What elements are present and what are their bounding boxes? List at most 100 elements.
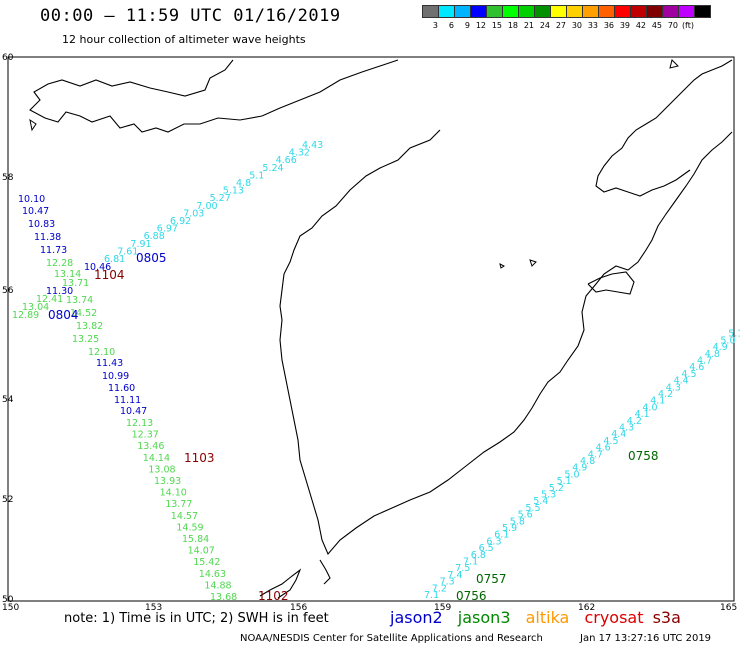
swh-label: 14.52 <box>70 308 97 319</box>
swh-label: 13.82 <box>76 321 103 332</box>
legend-s3a: s3a <box>652 608 681 627</box>
swh-label: 4.2 <box>658 389 673 400</box>
colorbar-label: 15 <box>491 21 502 30</box>
lat-tick: 50 <box>2 595 14 605</box>
swh-label: 6.97 <box>157 224 178 235</box>
swh-label: 4.9 <box>713 342 728 353</box>
swh-label: 5.9 <box>502 523 517 534</box>
swh-label: 5.3 <box>541 490 556 501</box>
swh-label: 5.5 <box>525 503 540 514</box>
swh-label: 5.1 <box>557 476 572 487</box>
swh-label: 6.88 <box>144 231 165 242</box>
colorbar-label: 33 <box>587 21 598 30</box>
swh-label: 7.1 <box>463 557 478 568</box>
swh-label: 5.0 <box>564 469 579 480</box>
swh-label: 4.3 <box>666 382 681 393</box>
swh-label: 13.74 <box>66 295 93 306</box>
swh-label: 7.5 <box>455 563 470 574</box>
colorbar-label: 18 <box>507 21 518 30</box>
swh-label: 7.1 <box>424 590 439 601</box>
colorbar-label: 39 <box>619 21 630 30</box>
swh-label: 10.47 <box>120 406 147 417</box>
pass-time-labels: 0805 1104 0804 1103 1102 0758 0757 0756 <box>48 251 659 603</box>
swh-label: 12.89 <box>12 310 39 321</box>
satellite-legend: jason2 jason3 altika cryosat s3a <box>390 608 691 627</box>
coastline <box>29 59 733 599</box>
colorbar-label: 6 <box>448 21 454 30</box>
swh-label: 4.43 <box>302 140 323 151</box>
swh-label: 13.68 <box>210 592 237 603</box>
swh-label: 13.93 <box>154 476 181 487</box>
swh-label: 11.30 <box>46 286 73 297</box>
swh-label: 12.37 <box>132 430 159 441</box>
swh-label: 14.10 <box>160 488 187 499</box>
swh-label: 14.63 <box>199 569 226 580</box>
lon-tick: 156 <box>290 603 307 613</box>
lat-tick: 60 <box>2 53 14 63</box>
colorbar-label: 3 <box>432 21 438 30</box>
swh-label: 4.5 <box>603 436 618 447</box>
swh-label: 14.07 <box>188 546 215 557</box>
lon-tick: 162 <box>578 603 595 613</box>
swh-label: 7.00 <box>196 201 217 212</box>
pass-time-label: 1102 <box>258 589 289 603</box>
generated-timestamp: Jan 17 13:27:16 UTC 2019 <box>580 633 712 644</box>
swh-label: 5.0 <box>720 335 735 346</box>
map-frame <box>7 56 735 602</box>
swh-label: 11.38 <box>34 232 61 243</box>
colorbar-label: 27 <box>555 21 566 30</box>
swh-label: 11.60 <box>108 383 135 394</box>
swh-label: 10.99 <box>102 371 129 382</box>
map-title: 00:00 – 11:59 UTC 01/16/2019 <box>40 6 341 26</box>
swh-label: 13.04 <box>22 302 49 313</box>
swh-label: 7.91 <box>130 239 151 250</box>
swh-label: 15.84 <box>182 534 209 545</box>
swh-label: 7.61 <box>117 246 138 257</box>
pass-time-label: 0757 <box>476 572 507 586</box>
swh-label: 4.8 <box>705 349 720 360</box>
swh-label: 11.43 <box>96 358 123 369</box>
lat-tick: 54 <box>2 395 14 405</box>
swh-label: 12.10 <box>88 347 115 358</box>
swh-label: 15.42 <box>193 557 220 568</box>
legend-cryosat: cryosat <box>584 608 644 627</box>
swh-label: 5.24 <box>262 163 283 174</box>
colorbar <box>422 5 711 18</box>
swh-label: 10.46 <box>84 262 111 273</box>
swh-label: 14.14 <box>143 453 170 464</box>
swh-label: 4.32 <box>289 148 310 159</box>
swh-label: 14.57 <box>171 511 198 522</box>
swh-label: 14.59 <box>176 522 203 533</box>
swh-label: 11.11 <box>114 395 141 406</box>
swh-label: 10.47 <box>22 206 49 217</box>
swh-label: 5.1 <box>728 329 740 340</box>
swh-label: 4.3 <box>619 423 634 434</box>
swh-label: 6.8 <box>471 550 486 561</box>
pass-time-label: 0756 <box>456 589 487 603</box>
colorbar-label: 36 <box>603 21 614 30</box>
axis-ticks: 150 153 156 159 162 165 60 58 56 54 52 5… <box>2 53 737 613</box>
swh-label: 13.46 <box>137 441 164 452</box>
swh-label: 7.2 <box>432 583 447 594</box>
swh-label: 13.25 <box>72 334 99 345</box>
legend-altika: altika <box>525 608 570 627</box>
pass-time-label: 0758 <box>628 449 659 463</box>
lon-tick: 150 <box>2 603 19 613</box>
swh-label: 4.4 <box>674 376 689 387</box>
swh-label: 4.1 <box>635 409 650 420</box>
footnote: note: 1) Time is in UTC; 2) SWH is in fe… <box>64 611 329 626</box>
swh-label: 13.08 <box>148 464 175 475</box>
swh-label: 5.8 <box>510 516 525 527</box>
swh-label: 12.28 <box>46 258 73 269</box>
swh-label: 6.1 <box>494 530 509 541</box>
colorbar-label: 9 <box>464 21 470 30</box>
lat-tick: 56 <box>2 286 14 296</box>
credit-line: NOAA/NESDIS Center for Satellite Applica… <box>240 633 543 644</box>
colorbar-label: 70 <box>667 21 678 30</box>
swh-label: 6.5 <box>479 543 494 554</box>
swh-label: 13.77 <box>165 499 192 510</box>
swh-label: 5.13 <box>223 186 244 197</box>
colorbar-label: 30 <box>571 21 582 30</box>
swh-label: 7.3 <box>440 577 455 588</box>
